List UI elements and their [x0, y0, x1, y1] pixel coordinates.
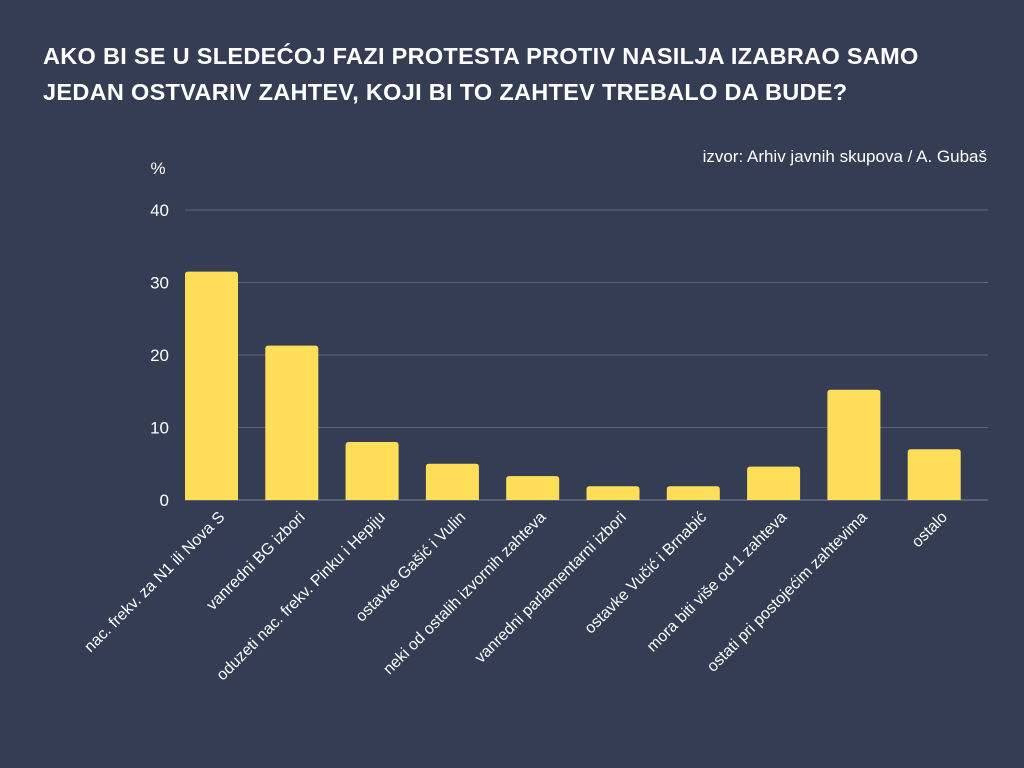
category-label: oduzeti nac. frekv. Pinku i Hepiju	[214, 509, 389, 684]
bar	[586, 486, 640, 500]
category-label: nac. frekv. za N1 ili Nova S	[81, 509, 228, 656]
y-axis-unit-label: %	[150, 159, 165, 178]
bar-layer	[185, 271, 961, 500]
category-label: neki od ostalih izvornih zahteva	[380, 509, 549, 678]
y-tick-label: 0	[160, 491, 169, 510]
y-tick-label: 20	[150, 346, 169, 365]
y-tick-label: 30	[150, 274, 169, 293]
y-tick-label: 40	[150, 201, 169, 220]
bar	[425, 463, 479, 500]
category-label: vanredni parlamentarni izbori	[472, 509, 630, 667]
chart-title: AKO BI SE U SLEDEĆOJ FAZI PROTESTA PROTI…	[43, 43, 919, 105]
bar	[907, 449, 961, 500]
category-label: mora biti više od 1 zahteva	[644, 509, 791, 656]
bar	[666, 486, 720, 500]
bar	[506, 476, 560, 500]
bar	[827, 389, 881, 500]
y-tick-label: 10	[150, 419, 169, 438]
bar	[345, 442, 399, 500]
bar	[265, 345, 319, 500]
bar	[747, 466, 801, 500]
category-label: ostalo	[909, 509, 951, 551]
bar	[185, 271, 238, 500]
category-label: ostati pri postojećim zahtevima	[704, 509, 871, 676]
source-note: izvor: Arhiv javnih skupova / A. Gubaš	[702, 147, 987, 166]
